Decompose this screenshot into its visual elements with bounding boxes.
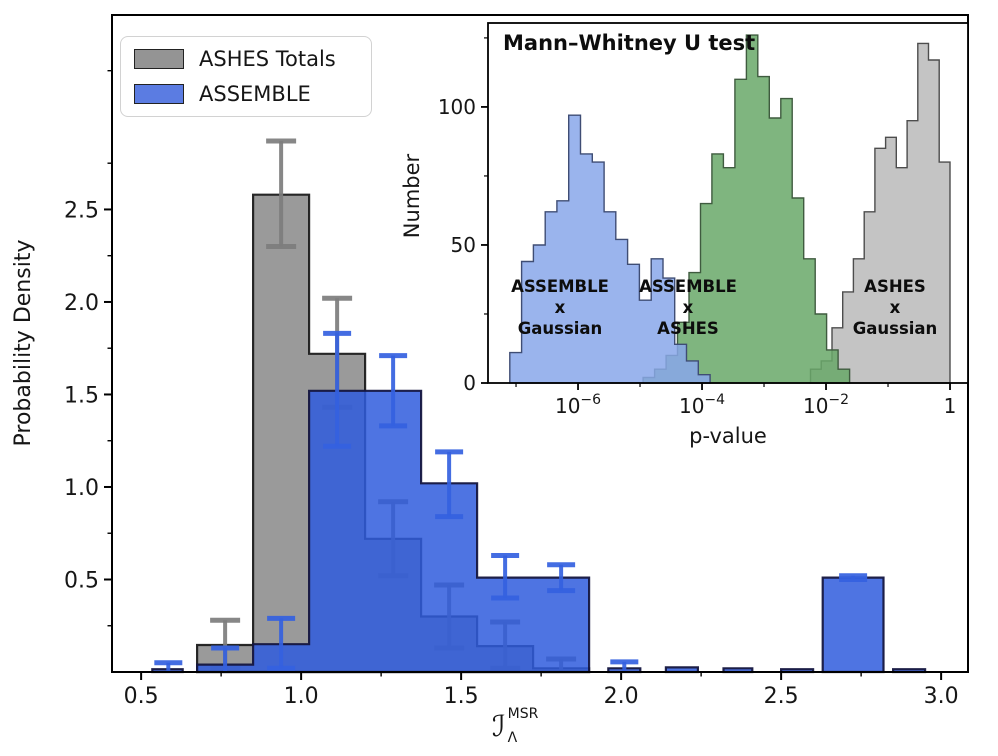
annotation-line: ASHES (864, 277, 926, 296)
annotation-line: x (682, 298, 694, 317)
svg-text:10−6: 10−6 (555, 392, 601, 418)
main-x-axis-label: ℐ MSR Λ (492, 704, 538, 748)
svg-text:1.5: 1.5 (64, 383, 99, 408)
main-y-axis-label: Probability Density (11, 239, 36, 447)
assemble-label: ASSEMBLE (199, 82, 311, 106)
svg-text:0.5: 0.5 (124, 684, 159, 709)
inset-y-axis-label: Number (400, 153, 424, 239)
svg-text:2.0: 2.0 (604, 684, 639, 709)
legend-item-ashes-totals: ASHES Totals (134, 46, 358, 72)
main-x-axis-scripts: MSR Λ (508, 707, 539, 745)
svg-text:10−2: 10−2 (803, 392, 849, 418)
svg-text:100: 100 (438, 95, 476, 119)
annotation-assemble-gaussian: ASSEMBLE x Gaussian (511, 276, 609, 339)
main-x-axis-superscript: MSR (507, 706, 539, 722)
annotation-line: ASSEMBLE (639, 277, 737, 296)
svg-text:50: 50 (451, 233, 476, 257)
ashes-totals-label: ASHES Totals (199, 47, 336, 71)
annotation-line: x (554, 298, 566, 317)
svg-text:2.5: 2.5 (764, 684, 799, 709)
annotation-line: ASHES (657, 319, 719, 338)
ashes-totals-swatch (134, 49, 184, 69)
svg-text:0.5: 0.5 (64, 568, 99, 593)
inset-axes: 10−6 10−4 10−2 1 0 50 100 (438, 22, 969, 418)
main-x-axis-symbol: ℐ (492, 709, 506, 743)
annotation-line: Gaussian (517, 319, 603, 338)
svg-text:2.5: 2.5 (64, 198, 99, 223)
annotation-assemble-ashes: ASSEMBLE x ASHES (639, 276, 737, 339)
svg-text:1.5: 1.5 (444, 684, 479, 709)
inset-plot (488, 23, 968, 384)
svg-text:10−4: 10−4 (679, 392, 725, 418)
main-x-axis-subscript: Λ (507, 730, 518, 746)
inset-histogram-ashes-x-gaussian (809, 42, 951, 384)
main-axes: 0.5 1.0 1.5 2.0 2.5 3.0 0.5 1.0 1.5 2.0 2.5 (64, 14, 969, 709)
legend: ASHES Totals ASSEMBLE (120, 36, 372, 117)
svg-text:0: 0 (463, 371, 476, 395)
svg-text:1.0: 1.0 (284, 684, 319, 709)
inset-title: Mann–Whitney U test (503, 31, 756, 55)
inset-x-axis-label: p-value (689, 424, 767, 448)
svg-text:3.0: 3.0 (924, 684, 959, 709)
inset-histogram-assemble-x-gaussian (509, 114, 711, 384)
assemble-swatch (134, 84, 184, 104)
annotation-line: Gaussian (852, 319, 938, 338)
svg-text:1: 1 (944, 394, 957, 418)
annotation-ashes-gaussian: ASHES x Gaussian (853, 276, 938, 339)
svg-text:1.0: 1.0 (64, 476, 99, 501)
svg-text:2.0: 2.0 (64, 291, 99, 316)
assemble-errorbars (154, 330, 868, 672)
annotation-line: ASSEMBLE (511, 277, 609, 296)
legend-item-assemble: ASSEMBLE (134, 81, 358, 107)
annotation-line: x (889, 298, 901, 317)
